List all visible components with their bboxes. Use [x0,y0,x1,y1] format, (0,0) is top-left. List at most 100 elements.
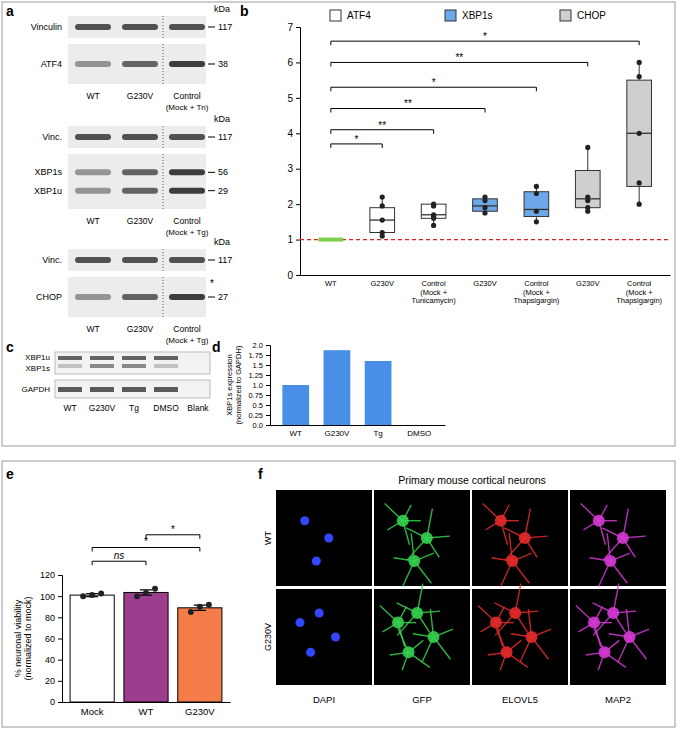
y-tick-mark [296,204,300,205]
error-bar [140,590,152,595]
y-tick: 0 [50,697,62,707]
gel-band [90,364,114,368]
blot-band [122,257,158,263]
y-tick: 60 [45,634,62,644]
blot-band [169,294,205,300]
y-tick-label: 0.0 [253,421,263,430]
blot-band [122,61,158,67]
cell-body [506,555,518,567]
y-axis-title: % neuronal viability(normalized to mock) [13,596,33,680]
channel-label: DAPI [313,694,335,705]
plot-area [282,350,391,425]
nucleus [331,633,340,642]
x-tick-label: Control(Mock +Tunicamycin) [411,279,456,305]
gel-band [122,356,146,360]
row-label: G230V [263,623,273,651]
cell-body [408,555,420,567]
y-tick-label: 4 [287,128,293,139]
y-tick-label: 5 [287,93,293,104]
x-tick-label-line: Thapsigargin) [513,296,559,305]
y-tick-mark [296,240,300,241]
y-axis: 020406080100120 [40,570,63,707]
panel-frame [2,2,675,446]
y-tick: 0.5 [253,401,270,410]
y-tick-mark [296,169,300,170]
x-tick-label: Tg [373,429,382,438]
y-tick: 0 [287,270,300,281]
significance-bracket [92,547,200,551]
gel-row-label: XBP1u [25,353,50,362]
y-tick-label: 60 [45,634,55,644]
blot-band [169,61,205,67]
legend-label: XBP1s [462,10,493,21]
channel-label: MAP2 [605,694,631,705]
y-axis-line [58,576,63,703]
significance-label: ** [404,98,412,109]
nucleus [296,618,305,627]
data-point [585,145,590,150]
y-tick-label: 1 [287,234,293,245]
box [575,170,600,207]
kda-tick [208,27,215,28]
y-tick-label: 0 [287,270,293,281]
blot-band [75,134,111,140]
data-point [80,593,86,599]
blot-band [169,257,205,263]
y-tick-mark [296,133,300,134]
y-tick: 2.0 [253,341,270,350]
y-tick: 4 [287,128,300,139]
y-axis-title-line: % neuronal viability [13,599,23,677]
legend-label: ATF4 [347,10,371,21]
blot-band [169,134,205,140]
blot-strip [68,16,206,38]
y-tick-label: 0.5 [253,401,263,410]
data-point [534,184,539,189]
bar [324,350,351,425]
y-tick-mark [58,639,62,640]
nucleus [300,516,309,525]
y-tick-label: 80 [45,613,55,623]
y-tick-mark [266,415,270,416]
lane-label: Control [173,91,201,101]
blot-strip [68,44,206,84]
plot-area [70,586,222,702]
cell-body [509,607,521,619]
y-tick: 0.0 [253,421,270,430]
y-tick-mark [266,425,270,426]
x-tick-label: WT [325,279,337,288]
figure: abcdefkDaVinculin117ATF438WTG230VControl… [0,0,677,730]
nucleus [312,557,321,566]
y-tick-mark [58,702,62,703]
cell-body [490,617,502,629]
y-tick: 120 [40,570,62,580]
legend-swatch [445,10,456,21]
data-point [637,202,642,207]
y-tick-mark [296,62,300,63]
y-tick: 1.0 [253,381,270,390]
gel-strip [55,380,210,398]
y-tick: 6 [287,57,300,68]
panel-label: a [6,3,14,19]
lane-label: G230V [127,91,154,101]
y-tick-label: 20 [45,676,55,686]
y-tick-mark [296,275,300,276]
bar [282,385,309,425]
y-axis-title-line: (normalized to mock) [23,596,33,680]
blot-band [75,24,111,30]
data-point [534,209,539,214]
kda-value: 38 [218,59,228,69]
y-tick-label: 1.5 [253,361,263,370]
lane-note: (Mock + Tg) [166,228,209,237]
cell-body [593,515,605,527]
kda-tick [208,172,215,173]
y-tick-label: 1.25 [248,371,263,380]
micrograph [276,589,372,685]
kda-value: 27 [218,292,228,302]
significance-label: ** [378,120,386,131]
gel-band [154,356,178,360]
significance-bracket [146,535,200,539]
lane-label: WT [86,324,99,334]
kda-tick [208,260,215,261]
figure-title: Primary mouse cortical neurons [398,474,546,486]
y-tick-label: 0.25 [248,411,263,420]
